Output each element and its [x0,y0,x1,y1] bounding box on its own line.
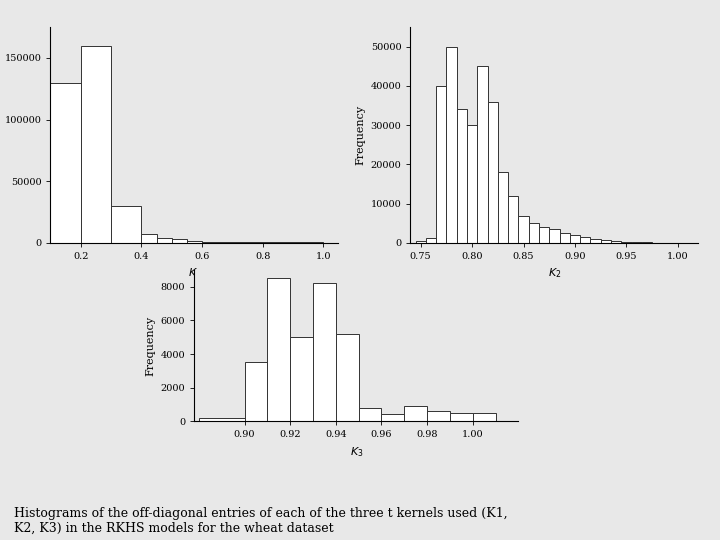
Bar [426,238,436,243]
Y-axis label: Frequency: Frequency [355,105,365,165]
Bar [81,45,111,243]
Bar [245,362,267,421]
X-axis label: $K_1$: $K_1$ [188,267,201,280]
X-axis label: $K_2$: $K_2$ [548,267,561,280]
Bar [156,238,171,243]
Bar [405,406,427,421]
Text: Histograms of the off-diagonal entries of each of the three t kernels used (K1,
: Histograms of the off-diagonal entries o… [14,507,508,535]
Bar [141,234,156,243]
Bar [199,418,245,421]
Bar [477,66,487,243]
Bar [446,46,456,243]
Bar [498,172,508,243]
Bar [336,334,359,421]
Bar [382,415,405,421]
Bar [456,110,467,243]
Bar [518,215,528,243]
Bar [111,206,141,243]
Bar [267,279,290,421]
Bar [473,413,495,421]
Bar [631,242,642,243]
Bar [580,237,590,243]
Bar [590,239,600,243]
Bar [487,102,498,243]
Bar [621,241,631,243]
X-axis label: $K_3$: $K_3$ [350,445,363,458]
Bar [171,239,186,243]
Bar [427,411,450,421]
Bar [186,240,202,243]
Bar [290,337,313,421]
Bar [467,125,477,243]
Bar [600,240,611,243]
Bar [450,413,473,421]
Bar [539,227,549,243]
Bar [549,230,559,243]
Bar [559,233,570,243]
Y-axis label: Frequency: Frequency [145,315,156,376]
Bar [528,224,539,243]
Bar [50,83,81,243]
Bar [359,408,382,421]
Bar [202,242,323,243]
Bar [436,86,446,243]
Bar [508,196,518,243]
Bar [611,241,621,243]
Bar [313,284,336,421]
Bar [570,235,580,243]
Bar [642,242,652,243]
Bar [415,241,426,243]
